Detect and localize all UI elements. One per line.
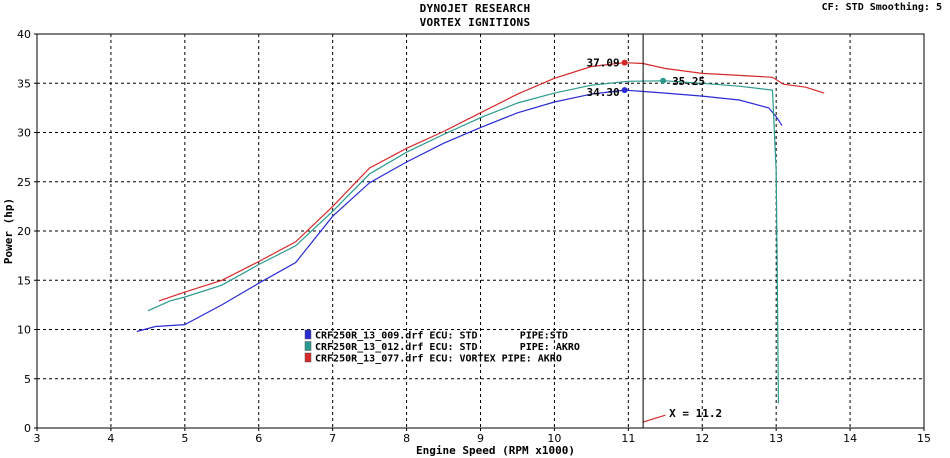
x-tick-label: 3	[34, 432, 41, 445]
peak-dot-2	[660, 77, 667, 84]
legend-entry-3: CRF250R_13_077.drf ECU: VORTEX PIPE: AKR…	[315, 354, 562, 365]
x-tick-label: 9	[477, 432, 484, 445]
legend-entry-1: CRF250R_13_009.drf ECU: STD PIPE:STD	[315, 331, 568, 342]
cursor-marker-segment	[642, 414, 666, 423]
y-tick-label: 10	[17, 324, 31, 337]
x-axis-label: Engine Speed (RPM x1000)	[416, 444, 575, 457]
y-tick-label: 40	[17, 28, 31, 41]
peak-label-1: 34.30	[587, 86, 620, 99]
x-tick-label: 13	[769, 432, 783, 445]
peak-dot-3	[621, 59, 628, 66]
x-tick-label: 7	[329, 432, 336, 445]
y-tick-label: 15	[17, 274, 31, 287]
series-line-3	[158, 62, 825, 302]
y-tick-label: 5	[24, 373, 31, 386]
x-tick-label: 8	[403, 432, 410, 445]
peak-label-3: 37.09	[587, 57, 620, 70]
x-tick-label: 12	[695, 432, 709, 445]
series-line-1	[136, 89, 783, 333]
y-axis-ticks: 0 5 10 15 20 25 30 35 40	[17, 28, 37, 435]
x-tick-label: 6	[255, 432, 262, 445]
legend-swatch-3	[304, 352, 312, 363]
y-tick-label: 30	[17, 127, 31, 140]
x-tick-label: 15	[917, 432, 931, 445]
peak-label-2: 35.25	[672, 75, 705, 88]
y-axis-label: Power (hp)	[2, 198, 15, 264]
x-tick-label: 4	[107, 432, 114, 445]
peak-markers: 34.30 35.25 37.09	[587, 57, 706, 99]
peak-dot-1	[621, 87, 628, 94]
legend: CRF250R_13_009.drf ECU: STD PIPE:STDCRF2…	[304, 329, 580, 365]
y-tick-label: 0	[24, 422, 31, 435]
cf-smoothing-info: CF: STD Smoothing: 5	[821, 2, 942, 13]
y-tick-label: 20	[17, 225, 31, 238]
legend-swatch-1	[304, 329, 312, 340]
y-tick-label: 35	[17, 77, 31, 90]
grid-lines	[37, 34, 924, 428]
chart-title-line2: VORTEX IGNITIONS	[419, 16, 531, 29]
series-line-2	[147, 80, 779, 404]
chart-title-line1: DYNOJET RESEARCH	[419, 2, 531, 15]
x-axis-ticks: 3 4 5 6 7 8 9 10 11 12 13 14 15	[34, 428, 931, 445]
x-tick-label: 11	[621, 432, 635, 445]
series-lines	[136, 62, 825, 423]
x-tick-label: 10	[547, 432, 561, 445]
x-tick-label: 5	[181, 432, 188, 445]
cursor-label: X = 11.2	[669, 407, 722, 420]
legend-swatch-2	[304, 341, 312, 351]
y-tick-label: 25	[17, 176, 31, 189]
x-tick-label: 14	[843, 432, 857, 445]
legend-entry-2: CRF250R_13_012.drf ECU: STD PIPE: AKRO	[315, 342, 580, 353]
